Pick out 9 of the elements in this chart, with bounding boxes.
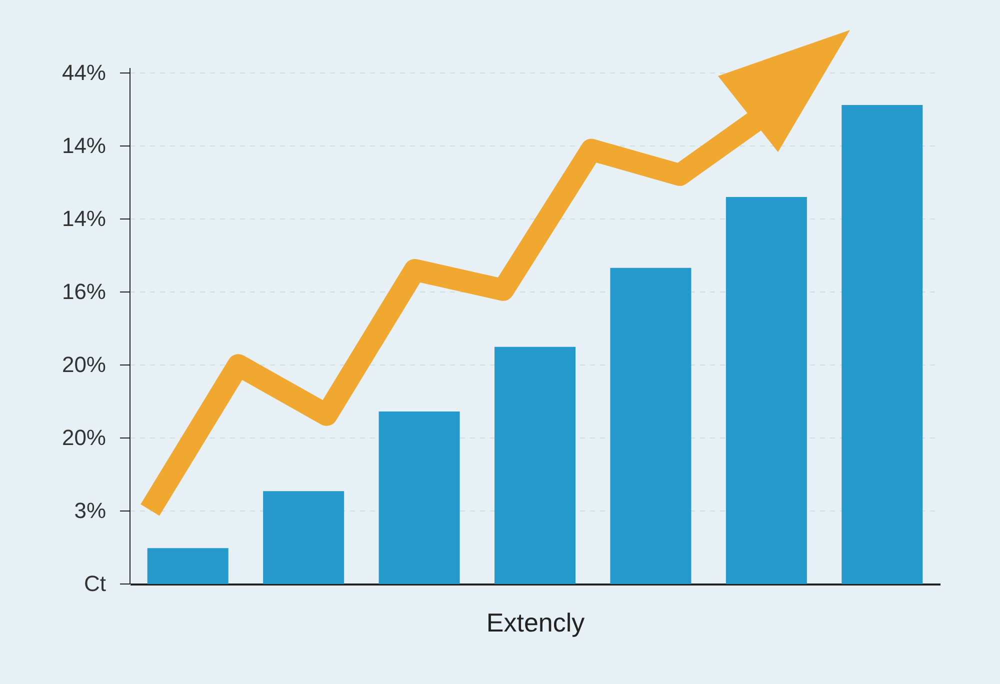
annotation: 20% xyxy=(62,425,106,450)
x-axis-title: Extencly xyxy=(486,608,585,638)
annotation: 14% xyxy=(62,133,106,158)
annotation: 16% xyxy=(62,279,106,304)
text: Ct xyxy=(84,571,106,596)
annotation: 20% xyxy=(62,352,106,377)
annotation: 14% xyxy=(62,206,106,231)
text: 44% xyxy=(62,60,106,85)
annotation: 3% xyxy=(74,498,106,523)
